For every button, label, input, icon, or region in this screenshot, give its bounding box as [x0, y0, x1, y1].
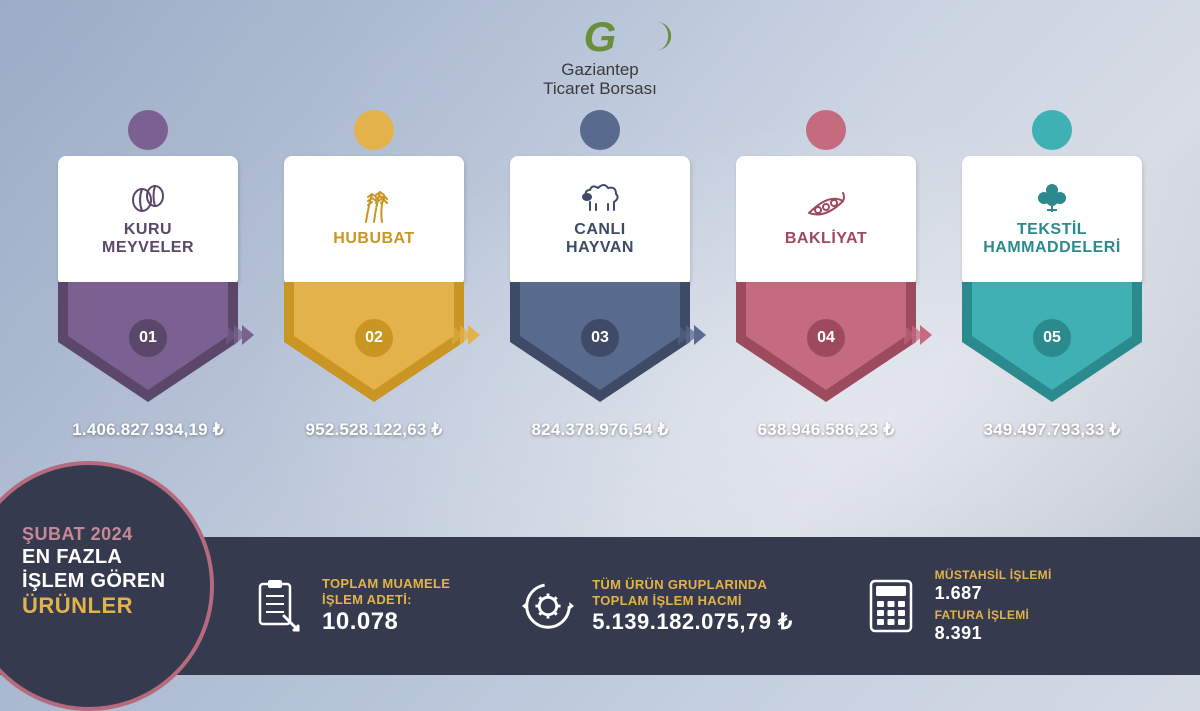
clipboard-icon [250, 578, 306, 634]
rank-badge: 02 [352, 316, 396, 360]
chevron-right-icon [230, 325, 254, 345]
card-amount: 952.528.122,63 ₺ [284, 420, 464, 440]
card-title: BAKLİYAT [785, 230, 867, 248]
chevron-right-icon [908, 325, 932, 345]
rank-badge: 04 [804, 316, 848, 360]
card-amount: 824.378.976,54 ₺ [510, 420, 690, 440]
category-dot [1032, 110, 1072, 150]
chevron-right-icon [682, 325, 706, 345]
stat-transactions: TOPLAM MUAMELE İŞLEM ADETİ: 10.078 [250, 576, 450, 637]
brand-logo: G Gaziantep Ticaret Borsası [543, 18, 657, 99]
card-bakliyat: BAKLİYAT 04 638.946.586,23 ₺ [736, 110, 916, 440]
stat-volume: TÜM ÜRÜN GRUPLARINDA TOPLAM İŞLEM HACMİ … [520, 577, 792, 636]
card-body: KURUMEYVELER [58, 156, 238, 286]
stat-breakdown-text: MÜSTAHSİL İŞLEMİ 1.687 FATURA İŞLEMİ 8.3… [935, 568, 1052, 644]
card-kuru-meyveler: KURUMEYVELER 01 1.406.827.934,19 ₺ [58, 110, 238, 440]
card-ribbon: 03 [510, 282, 690, 412]
card-wrap-canli-hayvan: CANLIHAYVAN 03 824.378.976,54 ₺ [510, 110, 698, 440]
pistachio-icon [128, 179, 168, 215]
stat-breakdown: MÜSTAHSİL İŞLEMİ 1.687 FATURA İŞLEMİ 8.3… [863, 568, 1052, 644]
logo-mark: G [543, 18, 657, 56]
footer-bar: ŞUBAT 2024 EN FAZLA İŞLEM GÖREN ÜRÜNLER … [0, 537, 1200, 675]
sheep-icon [578, 179, 622, 215]
stat-transactions-text: TOPLAM MUAMELE İŞLEM ADETİ: 10.078 [322, 576, 450, 637]
card-hububat: HUBUBAT 02 952.528.122,63 ₺ [284, 110, 464, 440]
category-dot [580, 110, 620, 150]
card-tekstil: TEKSTİLHAMMADDELERİ 05 349.497.793,33 ₺ [962, 110, 1142, 440]
footer-title-line1: EN FAZLA [22, 545, 210, 569]
card-title: CANLIHAYVAN [566, 221, 634, 258]
calculator-icon [863, 578, 919, 634]
card-body: HUBUBAT [284, 156, 464, 286]
card-amount: 1.406.827.934,19 ₺ [58, 420, 238, 440]
category-dot [128, 110, 168, 150]
chevron-right-icon [456, 325, 480, 345]
card-ribbon: 02 [284, 282, 464, 412]
card-amount: 349.497.793,33 ₺ [962, 420, 1142, 440]
card-amount: 638.946.586,23 ₺ [736, 420, 916, 440]
footer-date: ŞUBAT 2024 [22, 524, 210, 545]
footer-badge: ŞUBAT 2024 EN FAZLA İŞLEM GÖREN ÜRÜNLER [0, 461, 214, 711]
card-title: HUBUBAT [333, 230, 414, 248]
wheat-icon [354, 188, 394, 224]
rank-badge: 03 [578, 316, 622, 360]
card-title: TEKSTİLHAMMADDELERİ [983, 221, 1121, 258]
category-dot [806, 110, 846, 150]
card-ribbon: 01 [58, 282, 238, 412]
cotton-icon [1033, 179, 1071, 215]
card-body: TEKSTİLHAMMADDELERİ [962, 156, 1142, 286]
card-wrap-hububat: HUBUBAT 02 952.528.122,63 ₺ [284, 110, 472, 440]
card-body: BAKLİYAT [736, 156, 916, 286]
card-body: CANLIHAYVAN [510, 156, 690, 286]
card-wrap-tekstil: TEKSTİLHAMMADDELERİ 05 349.497.793,33 ₺ [962, 110, 1142, 440]
card-wrap-bakliyat: BAKLİYAT 04 638.946.586,23 ₺ [736, 110, 924, 440]
category-dot [354, 110, 394, 150]
footer-title-line2: İŞLEM GÖREN [22, 569, 210, 593]
rank-badge: 01 [126, 316, 170, 360]
card-ribbon: 05 [962, 282, 1142, 412]
card-wrap-kuru-meyveler: KURUMEYVELER 01 1.406.827.934,19 ₺ [58, 110, 246, 440]
footer-title-highlight: ÜRÜNLER [22, 593, 210, 619]
card-canli-hayvan: CANLIHAYVAN 03 824.378.976,54 ₺ [510, 110, 690, 440]
gear-cycle-icon [520, 578, 576, 634]
stat-volume-text: TÜM ÜRÜN GRUPLARINDA TOPLAM İŞLEM HACMİ … [592, 577, 792, 636]
card-title: KURUMEYVELER [102, 221, 194, 258]
cards-row: KURUMEYVELER 01 1.406.827.934,19 ₺ HUBUBAT 0… [0, 110, 1200, 440]
footer-stats: TOPLAM MUAMELE İŞLEM ADETİ: 10.078 [250, 568, 1200, 644]
rank-badge: 05 [1030, 316, 1074, 360]
pea-icon [805, 188, 847, 224]
card-ribbon: 04 [736, 282, 916, 412]
logo-text: Gaziantep Ticaret Borsası [543, 60, 657, 99]
